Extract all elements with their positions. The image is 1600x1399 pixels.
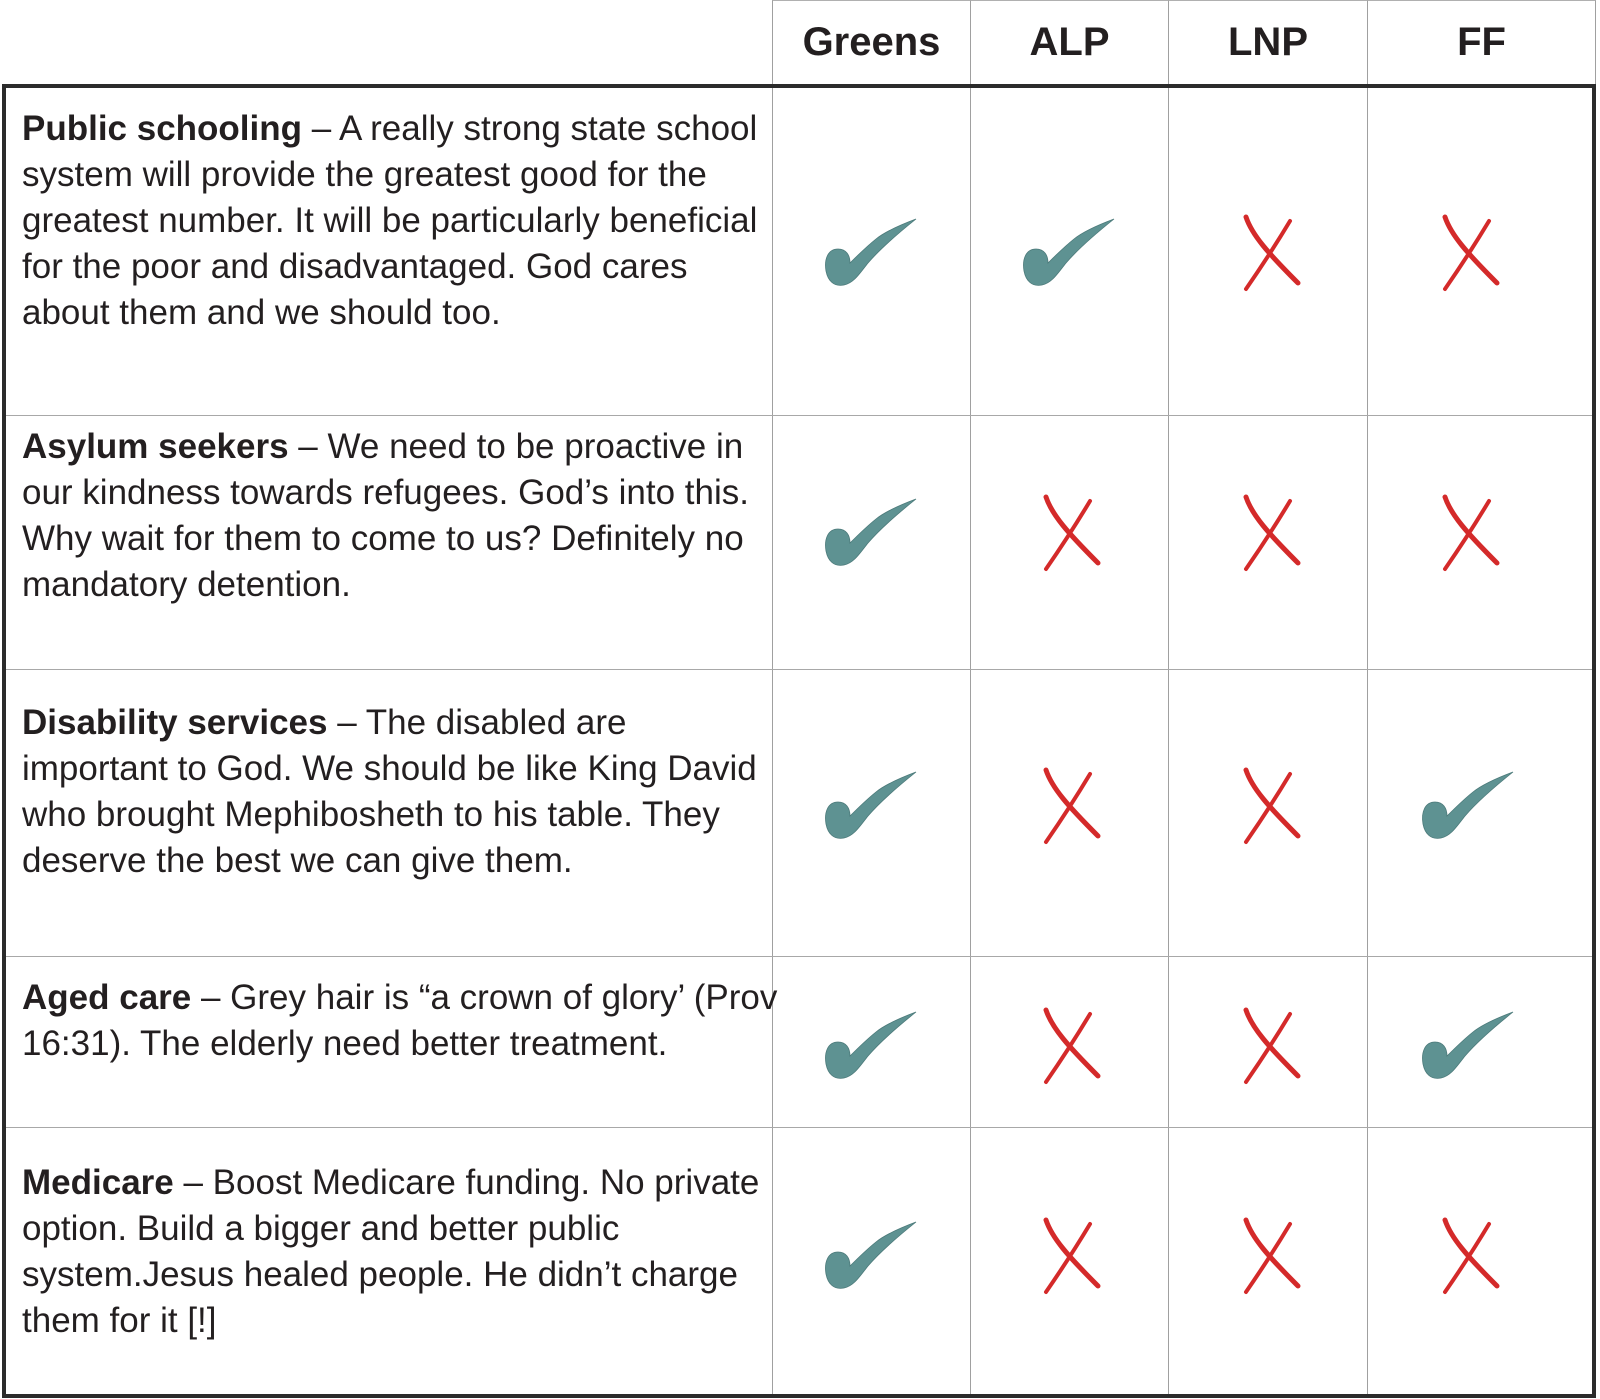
column-header-lnp: LNP	[1168, 0, 1367, 84]
topic-label: Public schooling	[22, 109, 303, 148]
cross-icon	[1018, 1210, 1118, 1300]
row-description: Asylum seekers – We need to be proactive…	[22, 424, 782, 608]
cross-icon	[1218, 1000, 1318, 1090]
cross-icon	[1417, 1210, 1517, 1300]
check-icon	[1417, 1000, 1517, 1090]
table-row-asylum-seekers: Asylum seekers – We need to be proactive…	[6, 415, 1592, 669]
topic-text: – The disabled are important to God. We …	[22, 703, 757, 880]
row-description: Public schooling – A really strong state…	[22, 106, 782, 336]
column-divider	[772, 88, 773, 1394]
cross-icon	[1218, 487, 1318, 577]
table-row-aged-care: Aged care – Grey hair is “a crown of glo…	[6, 956, 1592, 1127]
table-row-medicare: Medicare – Boost Medicare funding. No pr…	[6, 1127, 1592, 1394]
column-header-ff: FF	[1367, 0, 1596, 84]
topic-label: Medicare	[22, 1163, 174, 1202]
row-description: Disability services – The disabled are i…	[22, 700, 782, 884]
cross-icon	[1417, 207, 1517, 297]
column-label: FF	[1457, 20, 1506, 64]
column-label: LNP	[1228, 20, 1308, 64]
topic-text: – Boost Medicare funding. No private opt…	[22, 1163, 760, 1340]
row-description: Aged care – Grey hair is “a crown of glo…	[22, 975, 782, 1067]
topic-text: – A really strong state school system wi…	[22, 109, 758, 332]
column-divider	[1367, 88, 1368, 1394]
table-row-public-schooling: Public schooling – A really strong state…	[6, 88, 1592, 415]
column-divider	[1168, 88, 1169, 1394]
cross-icon	[1218, 1210, 1318, 1300]
cross-icon	[1218, 760, 1318, 850]
check-icon	[820, 487, 920, 577]
check-icon	[1417, 760, 1517, 850]
table-row-disability-services: Disability services – The disabled are i…	[6, 669, 1592, 956]
column-label: Greens	[802, 20, 941, 64]
column-divider	[970, 88, 971, 1394]
column-header-alp: ALP	[970, 0, 1168, 84]
cross-icon	[1417, 487, 1517, 577]
cross-icon	[1018, 1000, 1118, 1090]
policy-table: Public schooling – A really strong state…	[2, 84, 1596, 1398]
cross-icon	[1218, 207, 1318, 297]
row-description: Medicare – Boost Medicare funding. No pr…	[22, 1160, 782, 1344]
column-label: ALP	[1029, 20, 1110, 64]
check-icon	[1018, 207, 1118, 297]
check-icon	[820, 760, 920, 850]
check-icon	[820, 1000, 920, 1090]
column-header-greens: Greens	[772, 0, 970, 84]
check-icon	[820, 1210, 920, 1300]
cross-icon	[1018, 760, 1118, 850]
cross-icon	[1018, 487, 1118, 577]
topic-text: – We need to be proactive in our kindnes…	[22, 427, 749, 604]
topic-label: Aged care	[22, 978, 192, 1017]
topic-text: – Grey hair is “a crown of glory’ (Prov …	[22, 978, 778, 1063]
check-icon	[820, 207, 920, 297]
topic-label: Disability services	[22, 703, 328, 742]
topic-label: Asylum seekers	[22, 427, 289, 466]
